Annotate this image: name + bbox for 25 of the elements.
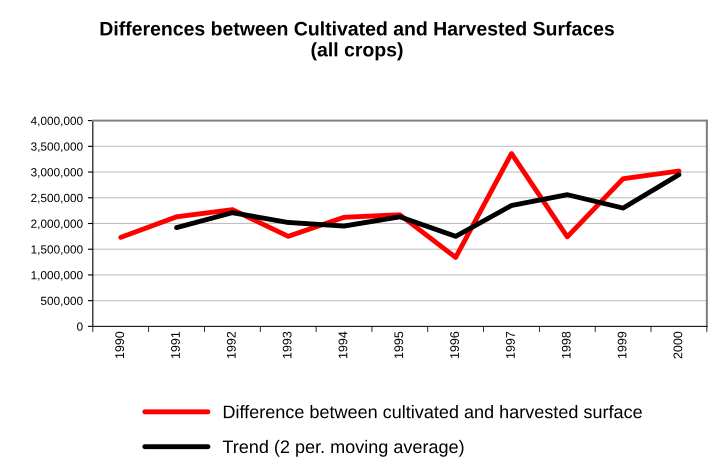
line-series — [174, 172, 682, 239]
y-tick-label: 2,000,000 — [31, 220, 83, 230]
legend-label: Difference between cultivated and harvested surface — [224, 405, 642, 418]
x-tick-label: 1998 — [562, 332, 571, 358]
x-tick-label: 1994 — [338, 332, 348, 358]
x-tick-label: 1990 — [115, 332, 124, 358]
x-tick-label: 2000 — [673, 332, 682, 358]
line-series — [118, 151, 682, 260]
y-tick-label: 3,000,000 — [31, 168, 83, 178]
x-tick-label: 1997 — [506, 332, 515, 358]
y-tick-label: 2,500,000 — [31, 194, 83, 204]
y-tick-label: 1,000,000 — [31, 270, 83, 281]
y-tick-label: 500,000 — [40, 296, 83, 306]
x-tick-label: 1992 — [226, 332, 236, 358]
x-tick-label: 1996 — [450, 332, 460, 358]
legend-label: Trend (2 per. moving average) — [222, 440, 464, 457]
x-tick-label: 1991 — [171, 332, 180, 358]
y-tick-label: 1,500,000 — [31, 245, 83, 255]
x-tick-label: 1995 — [394, 332, 404, 358]
x-tick-label: 1999 — [618, 332, 626, 358]
chart-title: Differences between Cultivated and Harvested Surfaces (all crops) — [100, 21, 614, 60]
y-tick-label: 3,500,000 — [31, 142, 83, 152]
x-tick-label: 1993 — [282, 332, 292, 358]
y-tick-label: 0 — [76, 322, 83, 331]
y-tick-label: 4,000,000 — [30, 116, 83, 126]
